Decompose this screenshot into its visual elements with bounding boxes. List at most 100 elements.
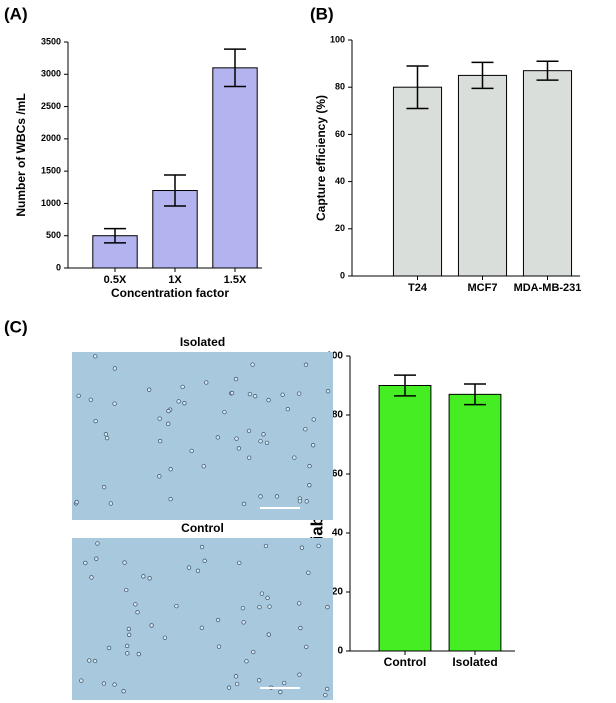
cell — [125, 651, 130, 656]
x-tick-label: Control — [384, 655, 427, 669]
cell — [303, 362, 309, 367]
cell — [236, 446, 242, 451]
cell — [325, 604, 330, 610]
y-tick-label: 3500 — [41, 36, 61, 46]
cell — [310, 443, 316, 448]
cell — [126, 626, 132, 632]
bar — [522, 70, 573, 277]
cell — [124, 587, 129, 593]
cell — [258, 494, 263, 499]
cell — [325, 686, 330, 692]
cell — [323, 692, 328, 698]
cell — [93, 354, 98, 359]
x-tick-label: 1X — [168, 274, 182, 286]
cell — [180, 384, 185, 390]
y-tick-label: 1500 — [41, 166, 61, 176]
micrograph-label: Isolated — [180, 335, 225, 349]
cell — [280, 392, 285, 397]
error-bar — [104, 227, 126, 244]
error-bar — [394, 374, 416, 397]
cell — [122, 560, 127, 565]
cell — [263, 543, 269, 549]
y-tick-label: 2000 — [41, 133, 61, 143]
cell — [83, 560, 88, 566]
cell — [94, 556, 99, 561]
cell — [297, 391, 302, 396]
y-tick-label: 60 — [335, 129, 345, 139]
cell — [202, 558, 207, 563]
y-tick-label: 3000 — [41, 69, 61, 79]
cell — [168, 496, 173, 502]
y-tick-label: 0 — [340, 270, 345, 280]
cell — [261, 432, 266, 437]
cell — [112, 366, 118, 371]
error-bar — [406, 65, 429, 110]
cell — [278, 689, 283, 695]
cell — [141, 574, 146, 579]
x-axis-label: Concentration factor — [111, 286, 229, 300]
cell — [149, 623, 154, 628]
bar — [378, 385, 432, 652]
cell — [176, 399, 181, 404]
panel-label: (B) — [310, 4, 334, 23]
cell — [189, 448, 194, 454]
cell — [264, 440, 270, 446]
cell — [247, 391, 253, 397]
cell — [89, 575, 94, 580]
cell — [204, 380, 209, 385]
cell — [316, 543, 321, 549]
x-tick-label: MDA-MB-231 — [514, 282, 582, 294]
y-tick-label: 40 — [335, 176, 345, 186]
micrograph — [72, 352, 333, 520]
cell — [157, 416, 162, 421]
cell — [157, 438, 163, 444]
cell — [199, 625, 205, 630]
cell — [253, 394, 258, 399]
cell — [76, 393, 81, 398]
cell — [237, 560, 242, 566]
cell — [226, 685, 232, 690]
cell — [265, 595, 270, 600]
cell — [215, 617, 221, 623]
cell — [174, 603, 179, 609]
cell — [307, 464, 312, 469]
y-tick-label: 20 — [335, 223, 345, 233]
cell — [112, 401, 117, 406]
cell — [259, 591, 265, 596]
cell — [297, 499, 303, 504]
cell — [135, 610, 140, 615]
cell — [222, 409, 227, 415]
cell — [258, 439, 263, 444]
y-tick-label: 60 — [332, 469, 344, 480]
cell — [267, 604, 272, 609]
cell — [201, 464, 206, 469]
error-bar — [164, 174, 186, 207]
cell — [95, 541, 100, 546]
cell — [92, 658, 98, 664]
cell — [234, 436, 239, 441]
y-tick-label: 100 — [326, 351, 343, 362]
y-axis-label: Capture efficiency (%) — [314, 95, 328, 221]
cell — [297, 601, 302, 606]
cell — [241, 501, 247, 507]
y-tick-label: 40 — [332, 528, 344, 539]
cell — [112, 682, 117, 687]
cell — [199, 544, 205, 550]
cell — [103, 432, 109, 437]
cell — [79, 678, 84, 683]
cell — [166, 408, 171, 414]
cell — [292, 455, 297, 460]
cell — [250, 362, 255, 367]
x-tick-label: 1.5X — [224, 274, 247, 286]
cell — [229, 390, 235, 396]
cell — [266, 632, 271, 637]
cell — [216, 644, 222, 649]
cell — [325, 389, 331, 394]
y-tick-label: 2500 — [41, 101, 61, 111]
cell — [162, 635, 168, 640]
cell — [166, 421, 171, 426]
cell — [234, 681, 240, 687]
cell — [87, 658, 92, 663]
y-tick-label: 80 — [332, 410, 344, 421]
